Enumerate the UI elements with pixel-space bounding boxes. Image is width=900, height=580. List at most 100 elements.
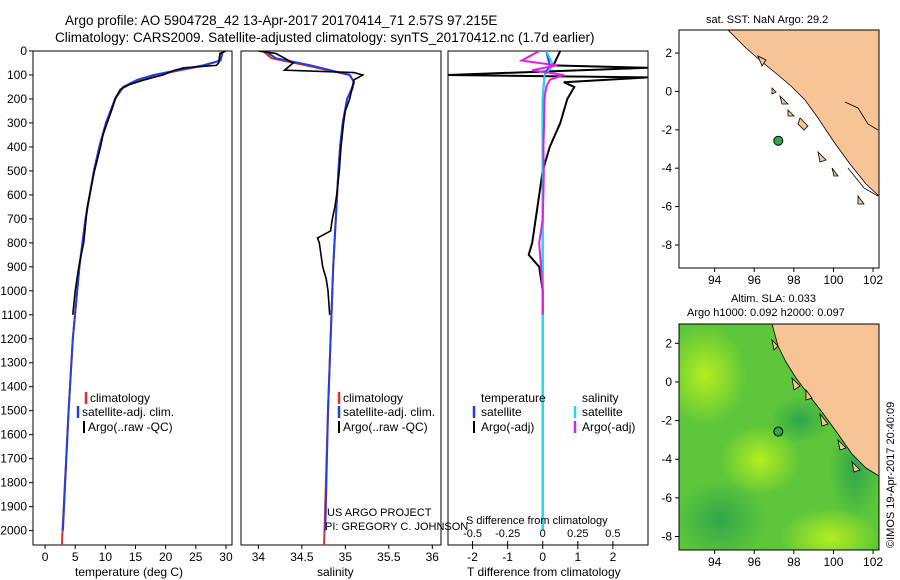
lat-tick-label: 2 — [665, 336, 672, 350]
legend-label-climatology: climatology — [343, 391, 403, 405]
depth-tick-label: 100 — [7, 68, 27, 82]
difference-axis: -2 -1 0 1 2 -0.5 -0.25 0 0.25 0.5 — [463, 528, 620, 564]
sla-low-patch — [679, 480, 766, 550]
legend-label-satellite: satellite-adj. clim. — [82, 405, 174, 419]
depth-tick-label: 500 — [7, 164, 27, 178]
argo-float-marker — [773, 426, 784, 437]
depth-tick-label: 1400 — [0, 380, 27, 394]
x-tick-label: 34.5 — [290, 550, 314, 564]
s-tick-label: 0.5 — [605, 528, 620, 540]
depth-tick-label: 200 — [7, 92, 27, 106]
legend-label-sal-argo: Argo(-adj) — [582, 420, 635, 434]
difference-series — [448, 51, 648, 531]
sla-map-field — [679, 324, 879, 550]
x-tick-label: 15 — [129, 550, 143, 564]
depth-tick-label: 900 — [7, 260, 27, 274]
sla-map-frame — [678, 323, 880, 551]
x-tick-label: 20 — [159, 550, 173, 564]
x-tick-label: 5 — [72, 550, 79, 564]
lon-tick-label: 102 — [863, 555, 883, 569]
sla-high-patch — [679, 325, 747, 425]
x-tick-label: 0 — [539, 550, 546, 564]
lat-tick-label: -4 — [661, 452, 672, 466]
island-chain — [757, 55, 865, 205]
lon-tick-label: 102 — [863, 273, 883, 287]
temperature-series — [60, 51, 227, 545]
sla-map-title-line2: Argo h1000: 0.092 h2000: 0.097 — [687, 307, 845, 319]
x-tick-label: 25 — [189, 550, 203, 564]
sst-map-axes: 94 96 98 100 102 -8 -6 -4 -2 0 2 — [661, 46, 883, 287]
figure-title-line1: Argo profile: AO 5904728_42 13-Apr-2017 … — [65, 13, 497, 28]
temperature-legend: climatology satellite-adj. clim. Argo(..… — [76, 391, 174, 434]
argo-float-marker — [773, 135, 784, 146]
s-tick-label: 0 — [540, 528, 546, 540]
sla-high-patch — [720, 425, 800, 495]
depth-axis: 0 100 200 300 400 500 600 700 800 900 1000 1100 1200… — [0, 44, 33, 538]
series-line — [258, 51, 365, 315]
lat-tick-label: -6 — [661, 491, 672, 505]
lon-tick-label: 100 — [823, 555, 843, 569]
legend-label-climatology: climatology — [90, 391, 150, 405]
lat-tick-label: -2 — [661, 414, 672, 428]
s-difference-xlabel: S difference from climatology — [466, 515, 608, 527]
x-tick-label: 34 — [252, 550, 266, 564]
timestamp-stamp: ©IMOS 19-Apr-2017 20:40:09 — [885, 402, 897, 548]
depth-tick-label: 1300 — [0, 356, 27, 370]
project-credit: US ARGO PROJECT — [327, 507, 432, 519]
legend-label-sal-satellite: satellite — [582, 405, 623, 419]
x-tick-label: 30 — [219, 550, 233, 564]
temperature-plot-frame — [32, 50, 233, 546]
depth-tick-label: 1700 — [0, 452, 27, 466]
series-line — [262, 51, 356, 545]
x-tick-label: -2 — [467, 550, 478, 564]
sst-map-land — [727, 30, 879, 205]
lat-tick-label: -6 — [661, 200, 672, 214]
lon-tick-label: 98 — [787, 273, 801, 287]
difference-plot-frame — [447, 50, 649, 546]
s-tick-label: 0.25 — [567, 528, 588, 540]
x-tick-label: 1 — [574, 550, 581, 564]
depth-tick-label: 1800 — [0, 476, 27, 490]
legend-label-argo: Argo(..raw -QC) — [343, 420, 428, 434]
series-line — [518, 51, 565, 315]
sla-low-patch — [770, 396, 830, 444]
sla-map-axes: 94 96 98 100 102 -8 -6 -4 -2 0 2 — [661, 336, 883, 569]
salinity-axis: 34 34.5 35 35.5 36 — [252, 545, 439, 564]
legend-header-salinity: salinity — [582, 391, 619, 405]
salinity-series — [258, 51, 365, 545]
x-tick-label: 0 — [42, 550, 49, 564]
lat-tick-label: -8 — [661, 529, 672, 543]
x-tick-label: 35 — [339, 550, 353, 564]
sst-map-title: sat. SST: NaN Argo: 29.2 — [706, 14, 828, 26]
x-tick-label: -1 — [502, 550, 513, 564]
island-chain — [771, 338, 861, 473]
lon-tick-label: 96 — [748, 273, 762, 287]
legend-label-temp-argo: Argo(-adj) — [481, 420, 534, 434]
depth-tick-label: 1600 — [0, 428, 27, 442]
x-tick-label: 2 — [610, 550, 617, 564]
temperature-xlabel: temperature (deg C) — [75, 565, 183, 579]
series-line — [448, 51, 648, 315]
salinity-legend: climatology satellite-adj. clim. Argo(..… — [337, 391, 435, 434]
x-tick-label: 10 — [99, 550, 113, 564]
depth-tick-label: 300 — [7, 116, 27, 130]
x-tick-label: 35.5 — [377, 550, 401, 564]
coastline-detail — [844, 101, 879, 197]
lat-tick-label: 0 — [665, 375, 672, 389]
legend-label-argo: Argo(..raw -QC) — [88, 420, 173, 434]
depth-tick-label: 1000 — [0, 284, 27, 298]
depth-tick-label: 1200 — [0, 332, 27, 346]
series-line — [264, 51, 356, 531]
salinity-plot-frame — [240, 50, 442, 546]
legend-label-temp-satellite: satellite — [481, 405, 522, 419]
difference-legend: temperature salinity satellite Argo(-adj… — [472, 391, 635, 434]
salinity-xlabel: salinity — [317, 565, 354, 579]
legend-label-satellite: satellite-adj. clim. — [343, 405, 435, 419]
t-difference-xlabel: T difference from climatology — [467, 565, 621, 579]
series-line — [60, 51, 223, 545]
lon-tick-label: 94 — [708, 273, 722, 287]
depth-tick-label: 1900 — [0, 500, 27, 514]
depth-tick-label: 0 — [20, 44, 27, 58]
lon-tick-label: 98 — [787, 555, 801, 569]
